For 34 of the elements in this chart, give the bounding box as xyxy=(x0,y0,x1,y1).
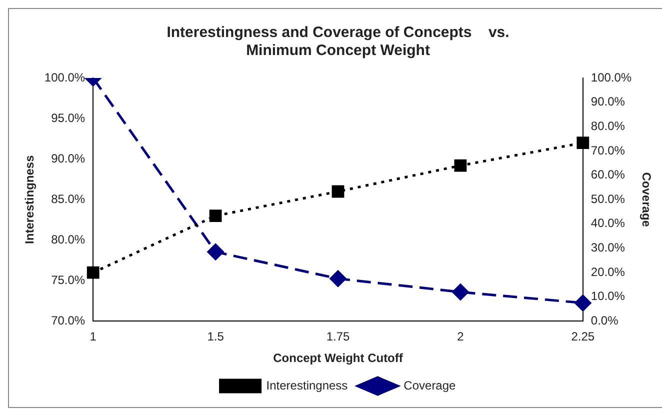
y2-tick-label: 10.0% xyxy=(590,289,626,304)
y-tick-label: 75.0% xyxy=(51,272,86,287)
point xyxy=(576,136,590,150)
y2-tick-label: 50.0% xyxy=(590,192,626,206)
x-tick-label: 2 xyxy=(457,330,464,344)
legend-label: Coverage xyxy=(404,378,456,392)
point xyxy=(209,210,222,222)
y2-tick-label: 0.0% xyxy=(590,314,619,328)
chart-title: Interestingness and Coverage of Concepts vs. Minimum Concept Weight xyxy=(166,24,510,60)
y2-tick-label: 70.0% xyxy=(590,143,626,158)
y-axis-title: Interestingness xyxy=(22,154,37,244)
y2-tick-label: 90.0% xyxy=(590,94,626,109)
y-tick-label: 80.0% xyxy=(51,232,86,246)
y2-tick-label: 80.0% xyxy=(590,118,626,133)
y-tick-label: 95.0% xyxy=(51,110,86,125)
y2-tick-label: 40.0% xyxy=(590,216,626,230)
y2-tick-label: 20.0% xyxy=(590,264,626,279)
y-tick-label: 70.0% xyxy=(51,314,86,328)
y-tick-label: 85.0% xyxy=(51,192,86,206)
point xyxy=(454,159,467,172)
y2-tick-label: 30.0% xyxy=(590,240,626,255)
x-tick-label: 1.75 xyxy=(326,330,350,344)
x-tick-label: 2.25 xyxy=(571,330,595,344)
y2-tick-label: 100.0% xyxy=(590,70,632,84)
y2-tick-label: 60.0% xyxy=(590,168,626,182)
y2-axis-title: Coverage xyxy=(639,172,654,228)
point xyxy=(332,185,344,198)
point xyxy=(86,266,100,279)
legend-label: Interestingness xyxy=(266,378,348,392)
x-tick-label: 1.5 xyxy=(207,330,224,344)
y-tick-label: 90.0% xyxy=(51,151,86,166)
x-axis-title: Concept Weight Cutoff xyxy=(273,351,404,366)
y-tick-label: 100.0% xyxy=(44,70,86,84)
x-tick-label: 1 xyxy=(90,330,97,344)
